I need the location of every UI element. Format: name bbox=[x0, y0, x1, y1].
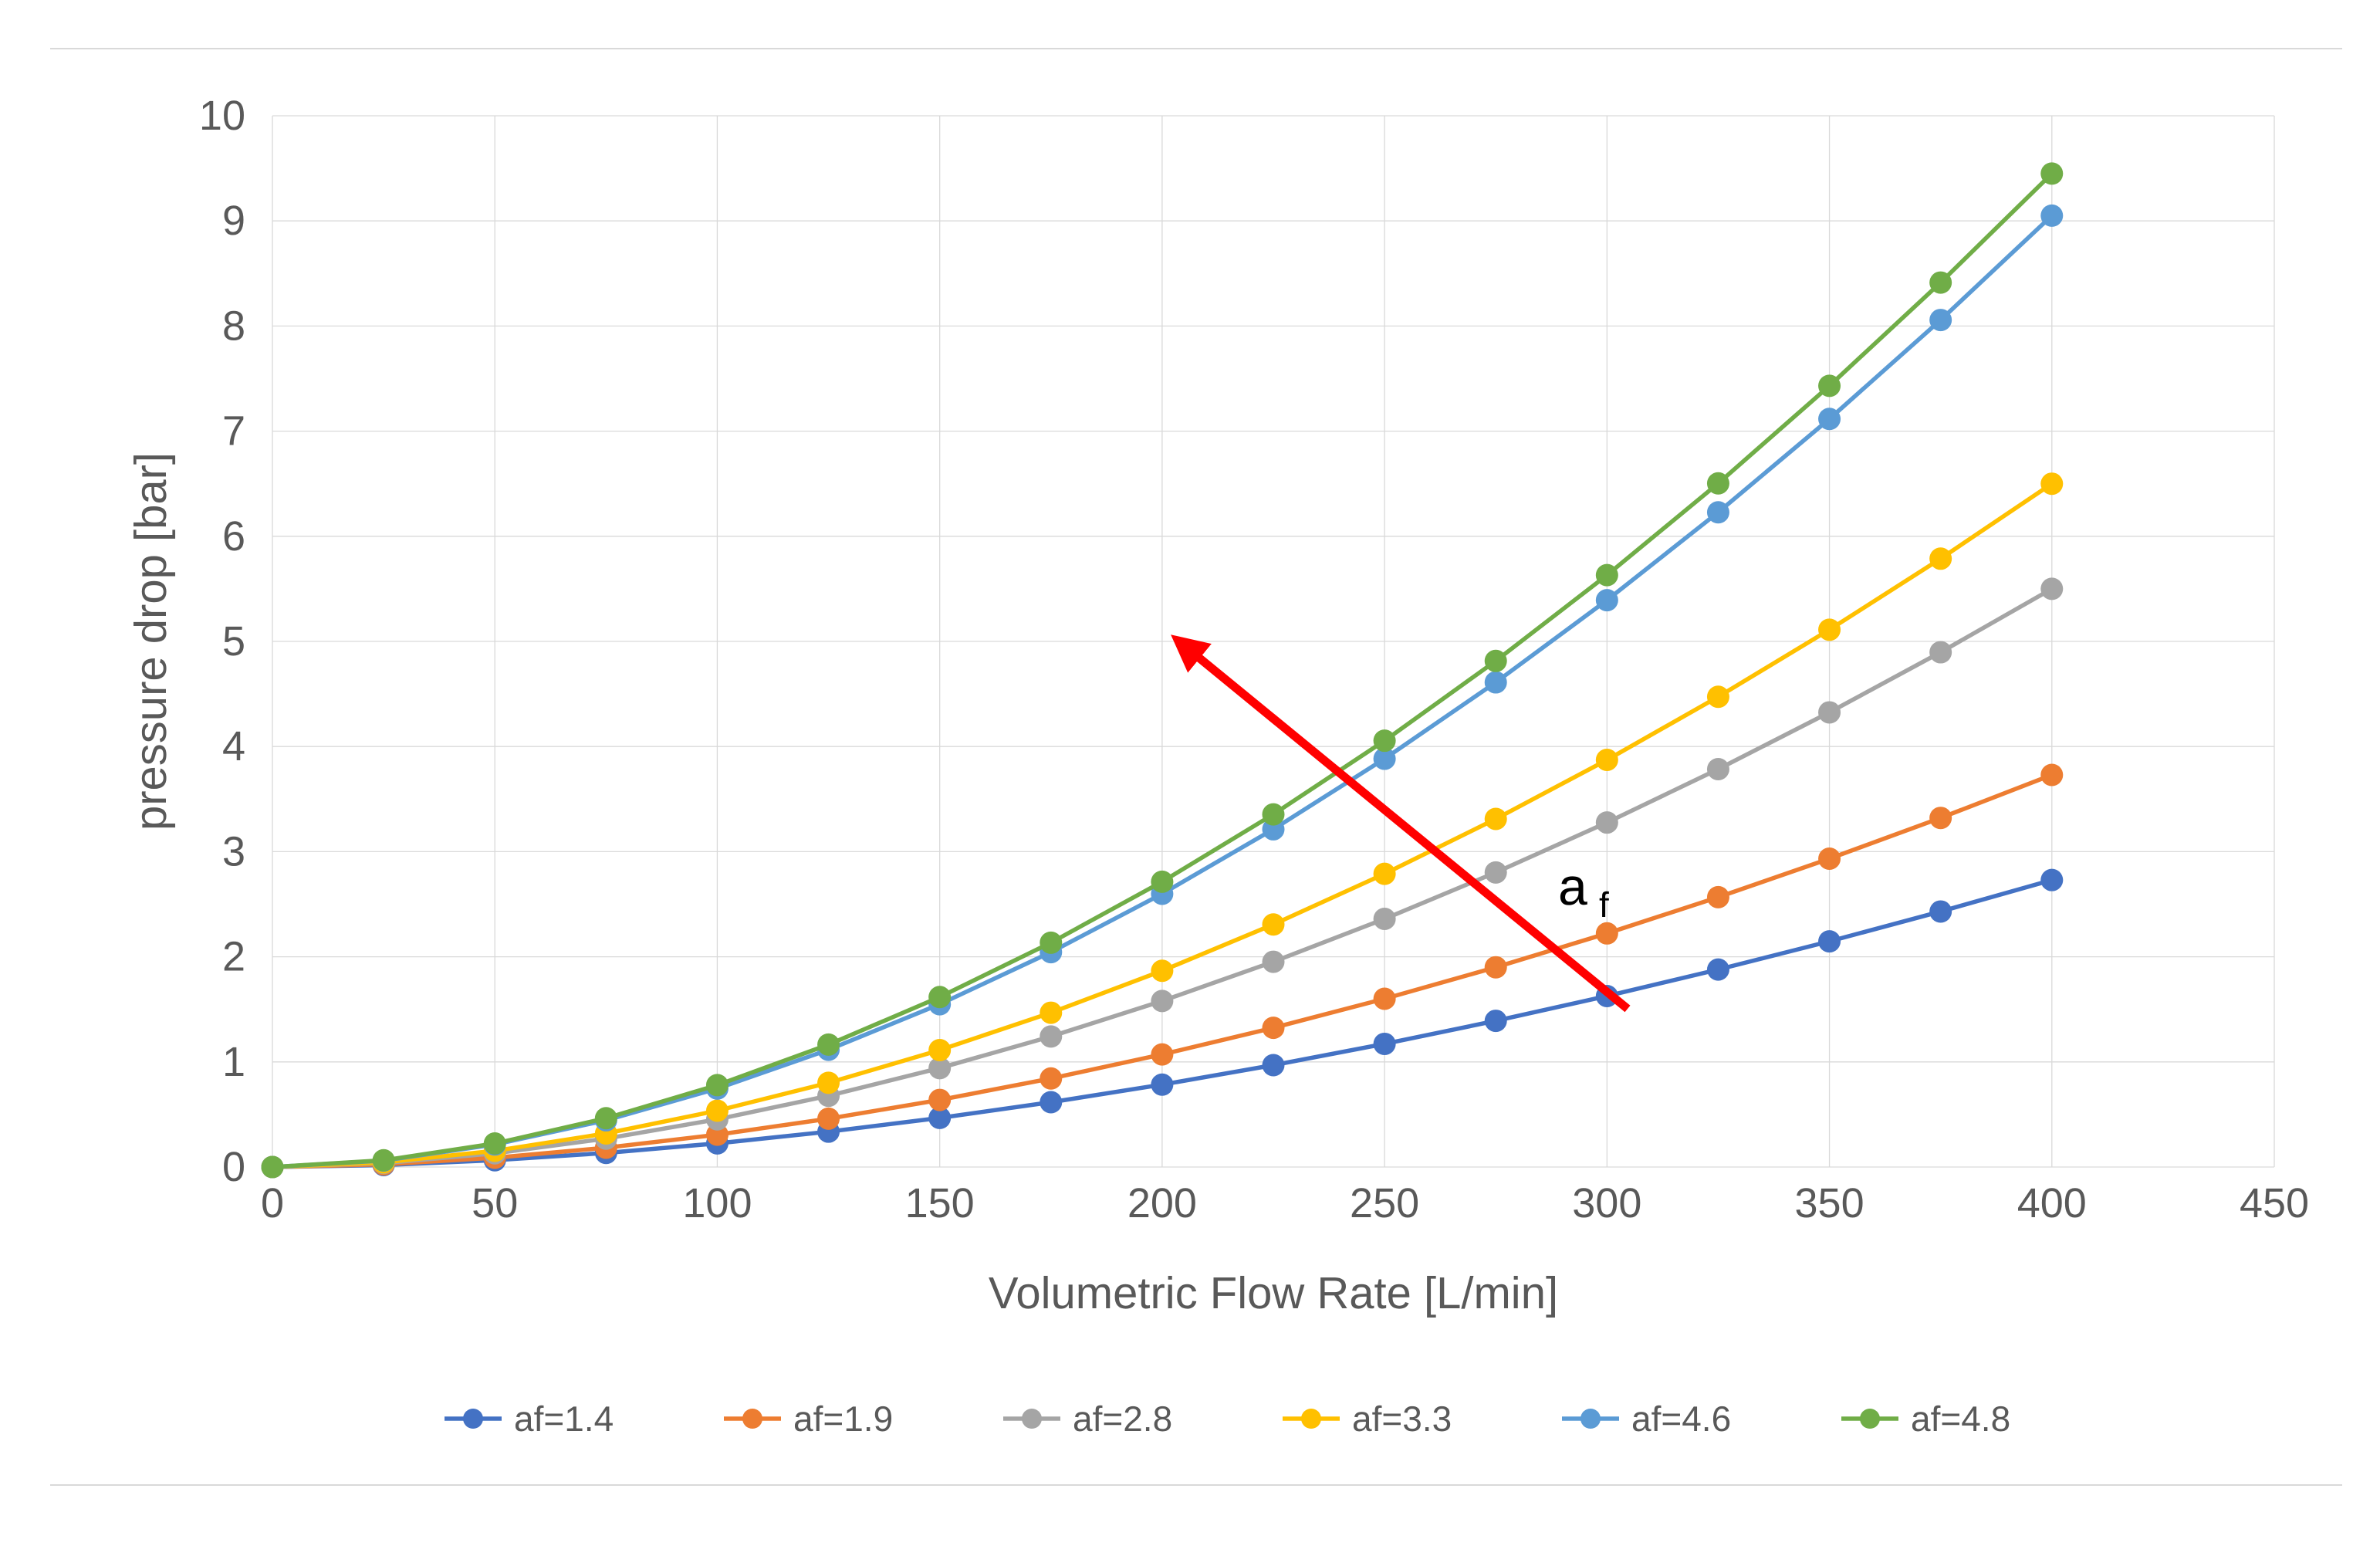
svg-text:9: 9 bbox=[222, 198, 245, 244]
svg-text:200: 200 bbox=[1127, 1180, 1197, 1226]
svg-text:af=1.4: af=1.4 bbox=[514, 1399, 614, 1439]
svg-text:300: 300 bbox=[1572, 1180, 1641, 1226]
svg-text:2: 2 bbox=[222, 934, 245, 980]
svg-text:5: 5 bbox=[222, 618, 245, 665]
svg-text:1: 1 bbox=[222, 1039, 245, 1085]
svg-text:8: 8 bbox=[222, 303, 245, 349]
svg-text:0: 0 bbox=[261, 1180, 284, 1226]
svg-text:af=4.8: af=4.8 bbox=[1911, 1399, 2010, 1439]
svg-text:450: 450 bbox=[2240, 1180, 2309, 1226]
svg-text:10: 10 bbox=[199, 93, 245, 139]
svg-text:af=3.3: af=3.3 bbox=[1352, 1399, 1452, 1439]
svg-text:a: a bbox=[1558, 858, 1587, 916]
svg-text:Volumetric Flow Rate [L/min]: Volumetric Flow Rate [L/min] bbox=[989, 1268, 1558, 1318]
svg-text:af=1.9: af=1.9 bbox=[793, 1399, 893, 1439]
svg-text:7: 7 bbox=[222, 408, 245, 455]
svg-text:f: f bbox=[1599, 885, 1609, 925]
svg-text:150: 150 bbox=[905, 1180, 975, 1226]
svg-text:250: 250 bbox=[1350, 1180, 1419, 1226]
svg-text:pressure drop [bar]: pressure drop [bar] bbox=[126, 452, 176, 831]
svg-text:100: 100 bbox=[682, 1180, 752, 1226]
svg-text:50: 50 bbox=[472, 1180, 518, 1226]
svg-text:400: 400 bbox=[2017, 1180, 2087, 1226]
svg-text:af=4.6: af=4.6 bbox=[1631, 1399, 1731, 1439]
svg-text:4: 4 bbox=[222, 723, 245, 770]
svg-text:3: 3 bbox=[222, 828, 245, 874]
svg-text:350: 350 bbox=[1795, 1180, 1864, 1226]
svg-text:6: 6 bbox=[222, 513, 245, 560]
svg-text:0: 0 bbox=[222, 1144, 245, 1190]
svg-text:af=2.8: af=2.8 bbox=[1073, 1399, 1172, 1439]
